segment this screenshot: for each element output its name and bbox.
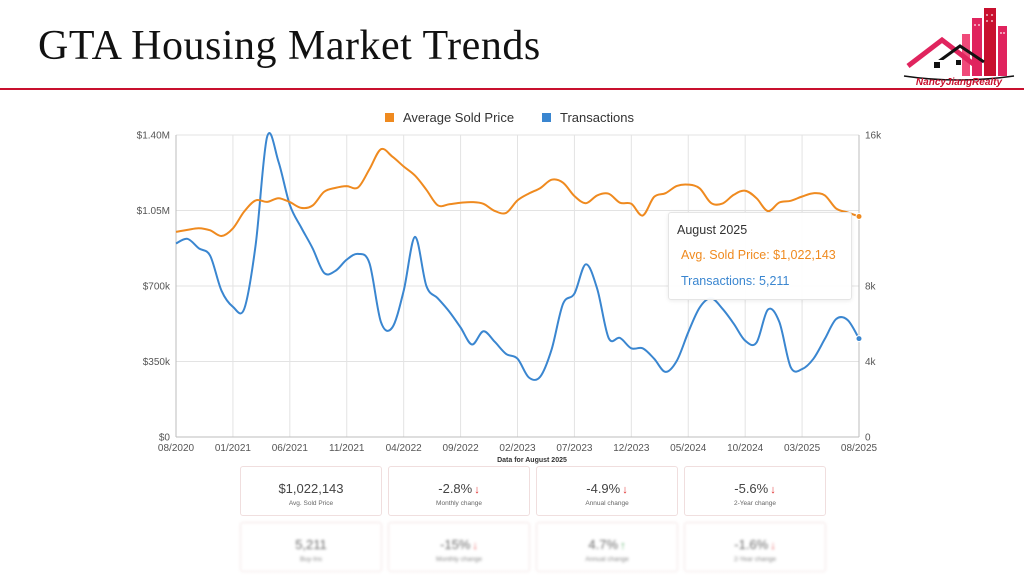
brand-name: NancyJiangRealty (915, 77, 1003, 88)
x-tick-label: 05/2024 (670, 443, 707, 454)
title-divider (0, 88, 1024, 90)
stat-label: Annual change (585, 500, 629, 507)
stat-label: 2-Year change (733, 556, 777, 563)
arrow-down-icon: ↓ (474, 484, 480, 496)
legend-swatch-price (385, 113, 394, 122)
stat-value: -4.9% ↓ (586, 481, 628, 496)
stat-2year-change: -5.6% ↓ 2-Year change (684, 466, 826, 516)
stat-value: $1,022,143 (278, 481, 344, 496)
arrow-up-icon: ↑ (620, 540, 626, 552)
stat-monthly-change: -2.8% ↓ Monthly change (388, 466, 530, 516)
legend-swatch-transactions (542, 113, 551, 122)
y-left-tick-label: $1.05M (137, 206, 170, 217)
tooltip-title: August 2025 (677, 223, 748, 237)
stat-tx-monthly-change: -15% ↓ Monthly change (388, 522, 530, 572)
series-line-average-sold-price (175, 147, 860, 237)
stat-label: 2-Year change (733, 500, 777, 507)
stat-avg-price: $1,022,143 Avg. Sold Price (240, 466, 382, 516)
chart-footnote: Data for August 2025 (497, 457, 567, 464)
x-tick-label: 09/2022 (443, 443, 480, 454)
x-tick-label: 06/2021 (272, 443, 309, 454)
stats-panel: $1,022,143 Avg. Sold Price -2.8% ↓ Monthl… (238, 462, 828, 576)
stat-label: Avg. Sold Price (288, 500, 334, 507)
y-left-tick-label: $1.40M (137, 131, 170, 142)
y-left-tick-label: $700k (143, 282, 171, 293)
chart-axes: 08/2020 01/2021 06/2021 11/2021 04/2022 09/20… (137, 131, 882, 455)
x-tick-label: 07/2023 (556, 443, 593, 454)
stat-annual-change: -4.9% ↓ Annual change (536, 466, 678, 516)
x-tick-label: 08/2020 (158, 443, 195, 454)
chart-legend: Average Sold Price Transactions (385, 110, 634, 125)
stat-label: Monthly change (436, 500, 482, 507)
legend-label-price[interactable]: Average Sold Price (403, 110, 514, 125)
stat-value: -1.6% ↓ (734, 537, 776, 552)
stat-label: Buy-Ins (299, 556, 323, 563)
x-tick-label: 01/2021 (215, 443, 252, 454)
arrow-down-icon: ↓ (472, 540, 478, 552)
tooltip-price: Avg. Sold Price: $1,022,143 (681, 248, 836, 262)
y-right-tick-label: 0 (865, 433, 871, 444)
legend-label-transactions[interactable]: Transactions (560, 110, 634, 125)
y-right-tick-label: 8k (865, 282, 877, 293)
y-left-tick-label: $0 (159, 433, 171, 444)
stat-label: Monthly change (436, 556, 482, 563)
stat-value: -5.6% ↓ (734, 481, 776, 496)
x-tick-label: 02/2023 (499, 443, 536, 454)
brand-logo-icon (903, 8, 1015, 81)
series-line-transactions (175, 132, 860, 381)
y-right-tick-label: 4k (865, 357, 877, 368)
stat-value: 4.7% ↑ (588, 537, 626, 552)
chart-tooltip: August 2025 Avg. Sold Price: $1,022,143 … (668, 212, 852, 300)
tooltip-transactions: Transactions: 5,211 (681, 274, 790, 288)
x-tick-label: 11/2021 (329, 443, 365, 454)
y-left-tick-label: $350k (143, 357, 171, 368)
x-tick-label: 03/2025 (784, 443, 821, 454)
stat-value: -2.8% ↓ (438, 481, 480, 496)
x-tick-label: 12/2023 (613, 443, 650, 454)
y-right-tick-label: 16k (865, 131, 882, 142)
arrow-down-icon: ↓ (622, 484, 628, 496)
stat-transactions: 5,211 Buy-Ins (240, 522, 382, 572)
stat-value: -15% ↓ (440, 537, 478, 552)
stat-label: Annual change (585, 556, 629, 563)
stat-tx-annual-change: 4.7% ↑ Annual change (536, 522, 678, 572)
arrow-down-icon: ↓ (770, 540, 776, 552)
x-tick-label: 10/2024 (727, 443, 764, 454)
page-title: GTA Housing Market Trends (38, 23, 541, 69)
stat-tx-2year-change: -1.6% ↓ 2-Year change (684, 522, 826, 572)
stat-value: 5,211 (295, 537, 327, 552)
arrow-down-icon: ↓ (770, 484, 776, 496)
series-end-marker (855, 213, 863, 221)
x-tick-label: 08/2025 (841, 443, 878, 454)
x-tick-label: 04/2022 (386, 443, 423, 454)
series-end-marker (855, 335, 863, 343)
chart-series (175, 132, 863, 381)
